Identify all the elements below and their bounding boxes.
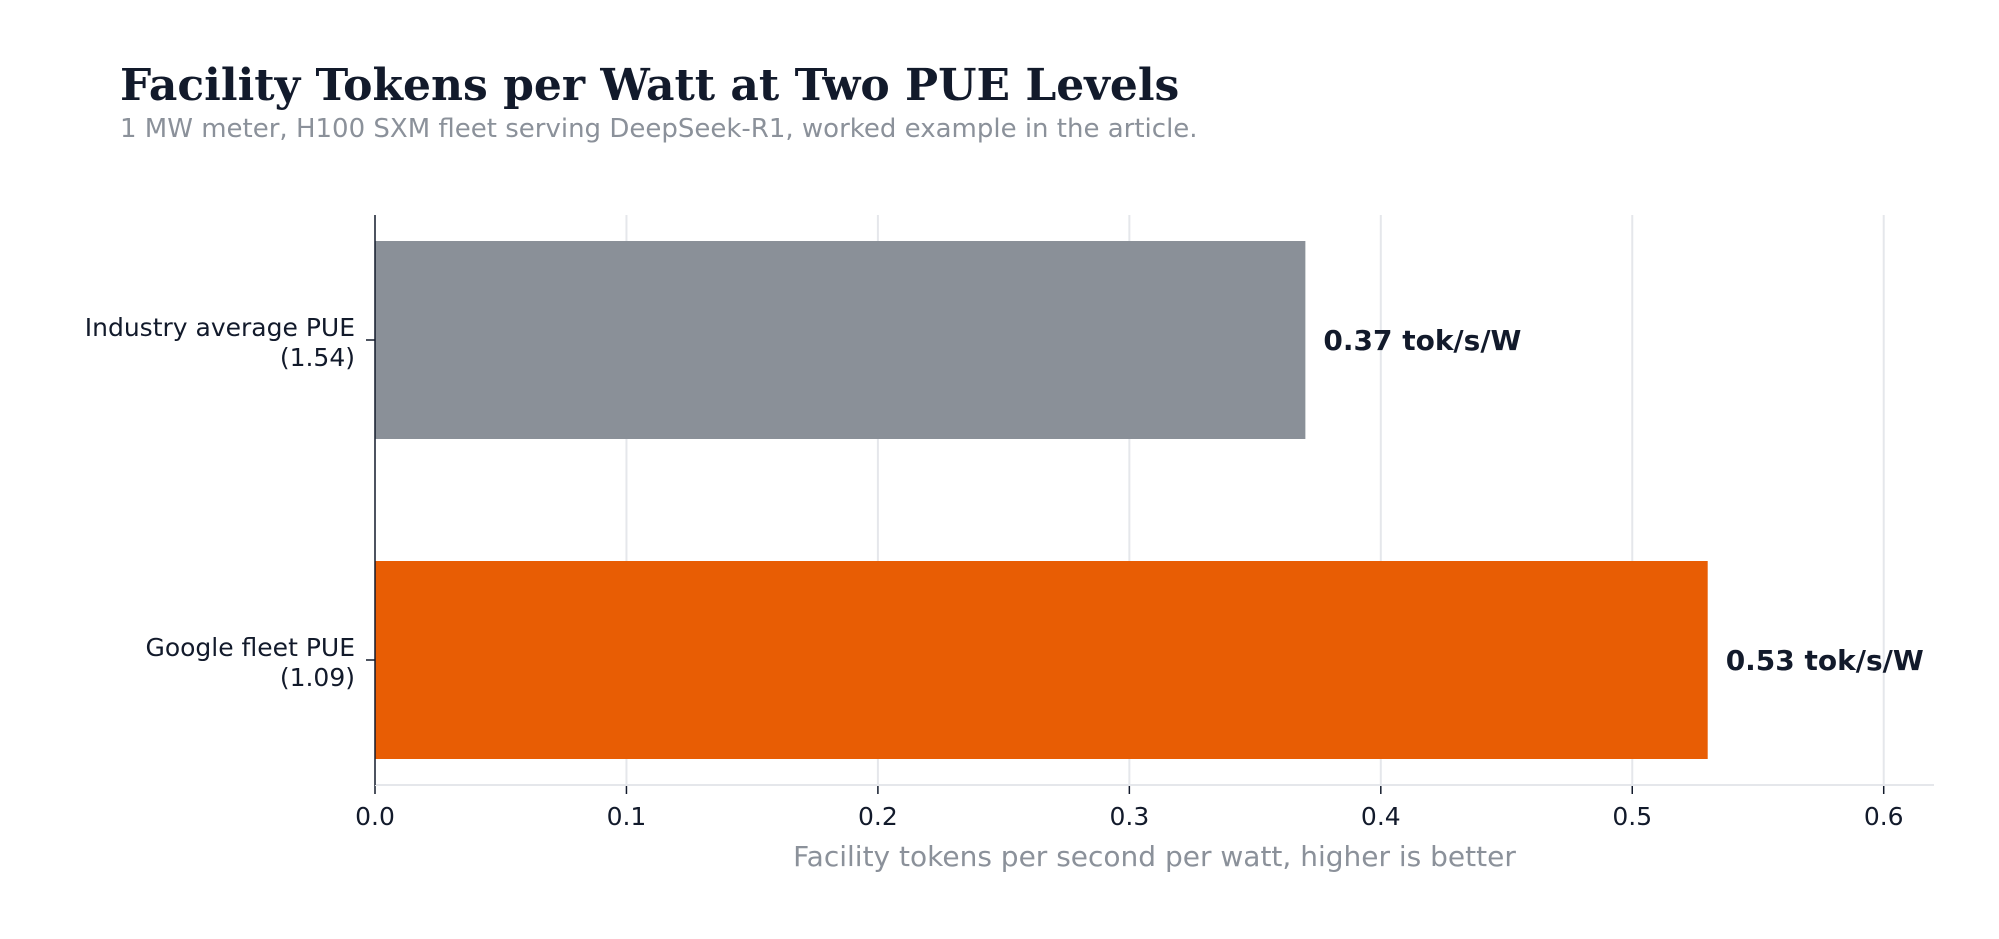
category-label-line: (1.09)	[280, 663, 355, 692]
labels: 0.0 0.1 0.2 0.3 0.4 0.5 0.6 Industry average PU…	[85, 313, 1924, 873]
x-tick-label: 0.1	[607, 802, 647, 831]
x-tick-label: 0.0	[355, 802, 395, 831]
x-tick-label: 0.2	[858, 802, 898, 831]
x-tick-label: 0.4	[1361, 802, 1401, 831]
bar	[375, 561, 1708, 759]
category-label-line: Google fleet PUE	[145, 633, 355, 662]
category-label: Google fleet PUE (1.09)	[145, 633, 355, 692]
value-label: 0.37 tok/s/W	[1323, 324, 1521, 357]
chart-title: Facility Tokens per Watt at Two PUE Leve…	[120, 60, 1180, 111]
chart-subtitle: 1 MW meter, H100 SXM fleet serving DeepS…	[120, 114, 1198, 144]
x-tick-label: 0.3	[1109, 802, 1149, 831]
value-label: 0.53 tok/s/W	[1726, 644, 1924, 677]
axes	[366, 215, 1934, 794]
category-label: Industry average PUE (1.54)	[85, 313, 355, 372]
category-label-line: (1.54)	[280, 343, 355, 372]
x-axis-title: Facility tokens per second per watt, hig…	[793, 840, 1516, 873]
x-tick-label: 0.5	[1612, 802, 1652, 831]
category-label-line: Industry average PUE	[85, 313, 355, 342]
bar	[375, 241, 1306, 439]
bars	[375, 241, 1708, 759]
x-tick-label: 0.6	[1864, 802, 1904, 831]
